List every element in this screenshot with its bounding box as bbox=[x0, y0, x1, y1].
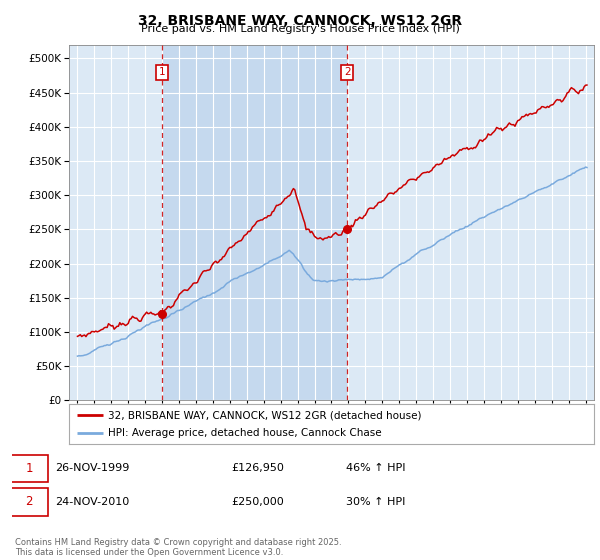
Text: 1: 1 bbox=[26, 461, 33, 475]
Text: 2: 2 bbox=[26, 495, 33, 508]
Text: 1: 1 bbox=[159, 67, 166, 77]
Text: HPI: Average price, detached house, Cannock Chase: HPI: Average price, detached house, Cann… bbox=[109, 427, 382, 437]
Text: 32, BRISBANE WAY, CANNOCK, WS12 2GR: 32, BRISBANE WAY, CANNOCK, WS12 2GR bbox=[138, 14, 462, 28]
Bar bbox=[162, 45, 347, 400]
Text: Contains HM Land Registry data © Crown copyright and database right 2025.
This d: Contains HM Land Registry data © Crown c… bbox=[15, 538, 341, 557]
Text: 24-NOV-2010: 24-NOV-2010 bbox=[55, 497, 130, 507]
FancyBboxPatch shape bbox=[11, 488, 48, 516]
Text: 32, BRISBANE WAY, CANNOCK, WS12 2GR (detached house): 32, BRISBANE WAY, CANNOCK, WS12 2GR (det… bbox=[109, 410, 422, 421]
FancyBboxPatch shape bbox=[11, 455, 48, 482]
Text: Price paid vs. HM Land Registry's House Price Index (HPI): Price paid vs. HM Land Registry's House … bbox=[140, 24, 460, 34]
Text: 46% ↑ HPI: 46% ↑ HPI bbox=[346, 463, 406, 473]
Text: 30% ↑ HPI: 30% ↑ HPI bbox=[346, 497, 406, 507]
Text: 2: 2 bbox=[344, 67, 350, 77]
Text: £126,950: £126,950 bbox=[231, 463, 284, 473]
Text: 26-NOV-1999: 26-NOV-1999 bbox=[55, 463, 130, 473]
Text: £250,000: £250,000 bbox=[231, 497, 284, 507]
